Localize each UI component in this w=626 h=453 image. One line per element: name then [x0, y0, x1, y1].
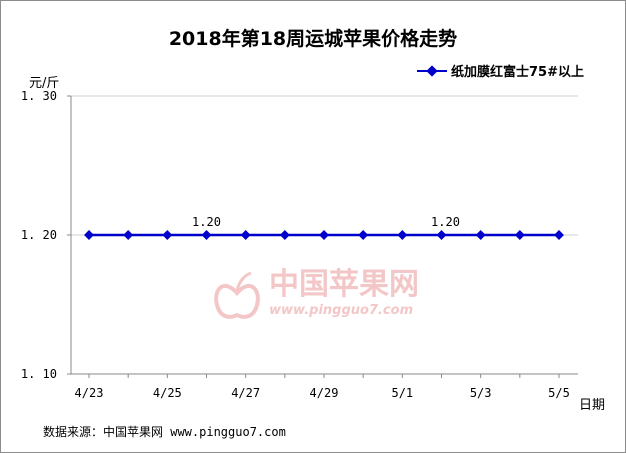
x-tick-label: 5/5: [548, 386, 570, 400]
data-point: [475, 230, 486, 240]
x-tick-label: 5/3: [470, 386, 492, 400]
legend-marker: [426, 65, 438, 77]
data-point: [279, 230, 290, 240]
data-point: [397, 230, 408, 240]
x-tick-label: 4/27: [231, 386, 260, 400]
y-tick-label: 1. 20: [21, 228, 57, 242]
legend-label: 纸加膜红富士75#以上: [451, 64, 584, 80]
data-point: [240, 230, 251, 240]
watermark: 中国苹果网 www.pingguo7.com: [214, 267, 419, 319]
y-axis-unit: 元/斤: [29, 76, 59, 91]
x-axis-ticks: 4/23 4/25 4/27 4/29 5/1 5/3 5/5: [75, 374, 570, 400]
watermark-url: www.pingguo7.com: [269, 303, 413, 318]
data-point: [84, 230, 94, 240]
x-tick-label: 5/1: [391, 386, 413, 400]
x-axis-title: 日期: [579, 398, 605, 413]
data-point: [514, 230, 525, 240]
data-point: [201, 230, 212, 240]
data-point: [123, 230, 134, 240]
data-point: [436, 230, 447, 240]
data-label: 1.20: [431, 215, 460, 229]
grid: [71, 95, 578, 236]
source-note: 数据来源：中国苹果网 www.pingguo7.com: [43, 424, 286, 439]
chart-title: 2018年第18周运城苹果价格走势: [169, 27, 457, 50]
x-tick-label: 4/23: [75, 386, 104, 400]
y-axis-ticks: 1. 30 1. 20 1. 10: [21, 89, 71, 381]
series-group: [84, 230, 564, 240]
data-point: [319, 230, 329, 240]
data-labels: 1.20 1.20: [192, 215, 460, 229]
x-tick-label: 4/25: [153, 386, 182, 400]
data-point: [554, 230, 564, 240]
apple-logo-icon: [214, 271, 260, 319]
data-point: [162, 230, 173, 240]
legend: 纸加膜红富士75#以上: [417, 64, 584, 80]
y-tick-label: 1. 10: [21, 367, 57, 381]
data-label: 1.20: [192, 215, 221, 229]
watermark-text: 中国苹果网: [269, 267, 419, 302]
data-point: [358, 230, 369, 240]
x-tick-label: 4/29: [310, 386, 339, 400]
y-tick-label: 1. 30: [21, 89, 57, 103]
